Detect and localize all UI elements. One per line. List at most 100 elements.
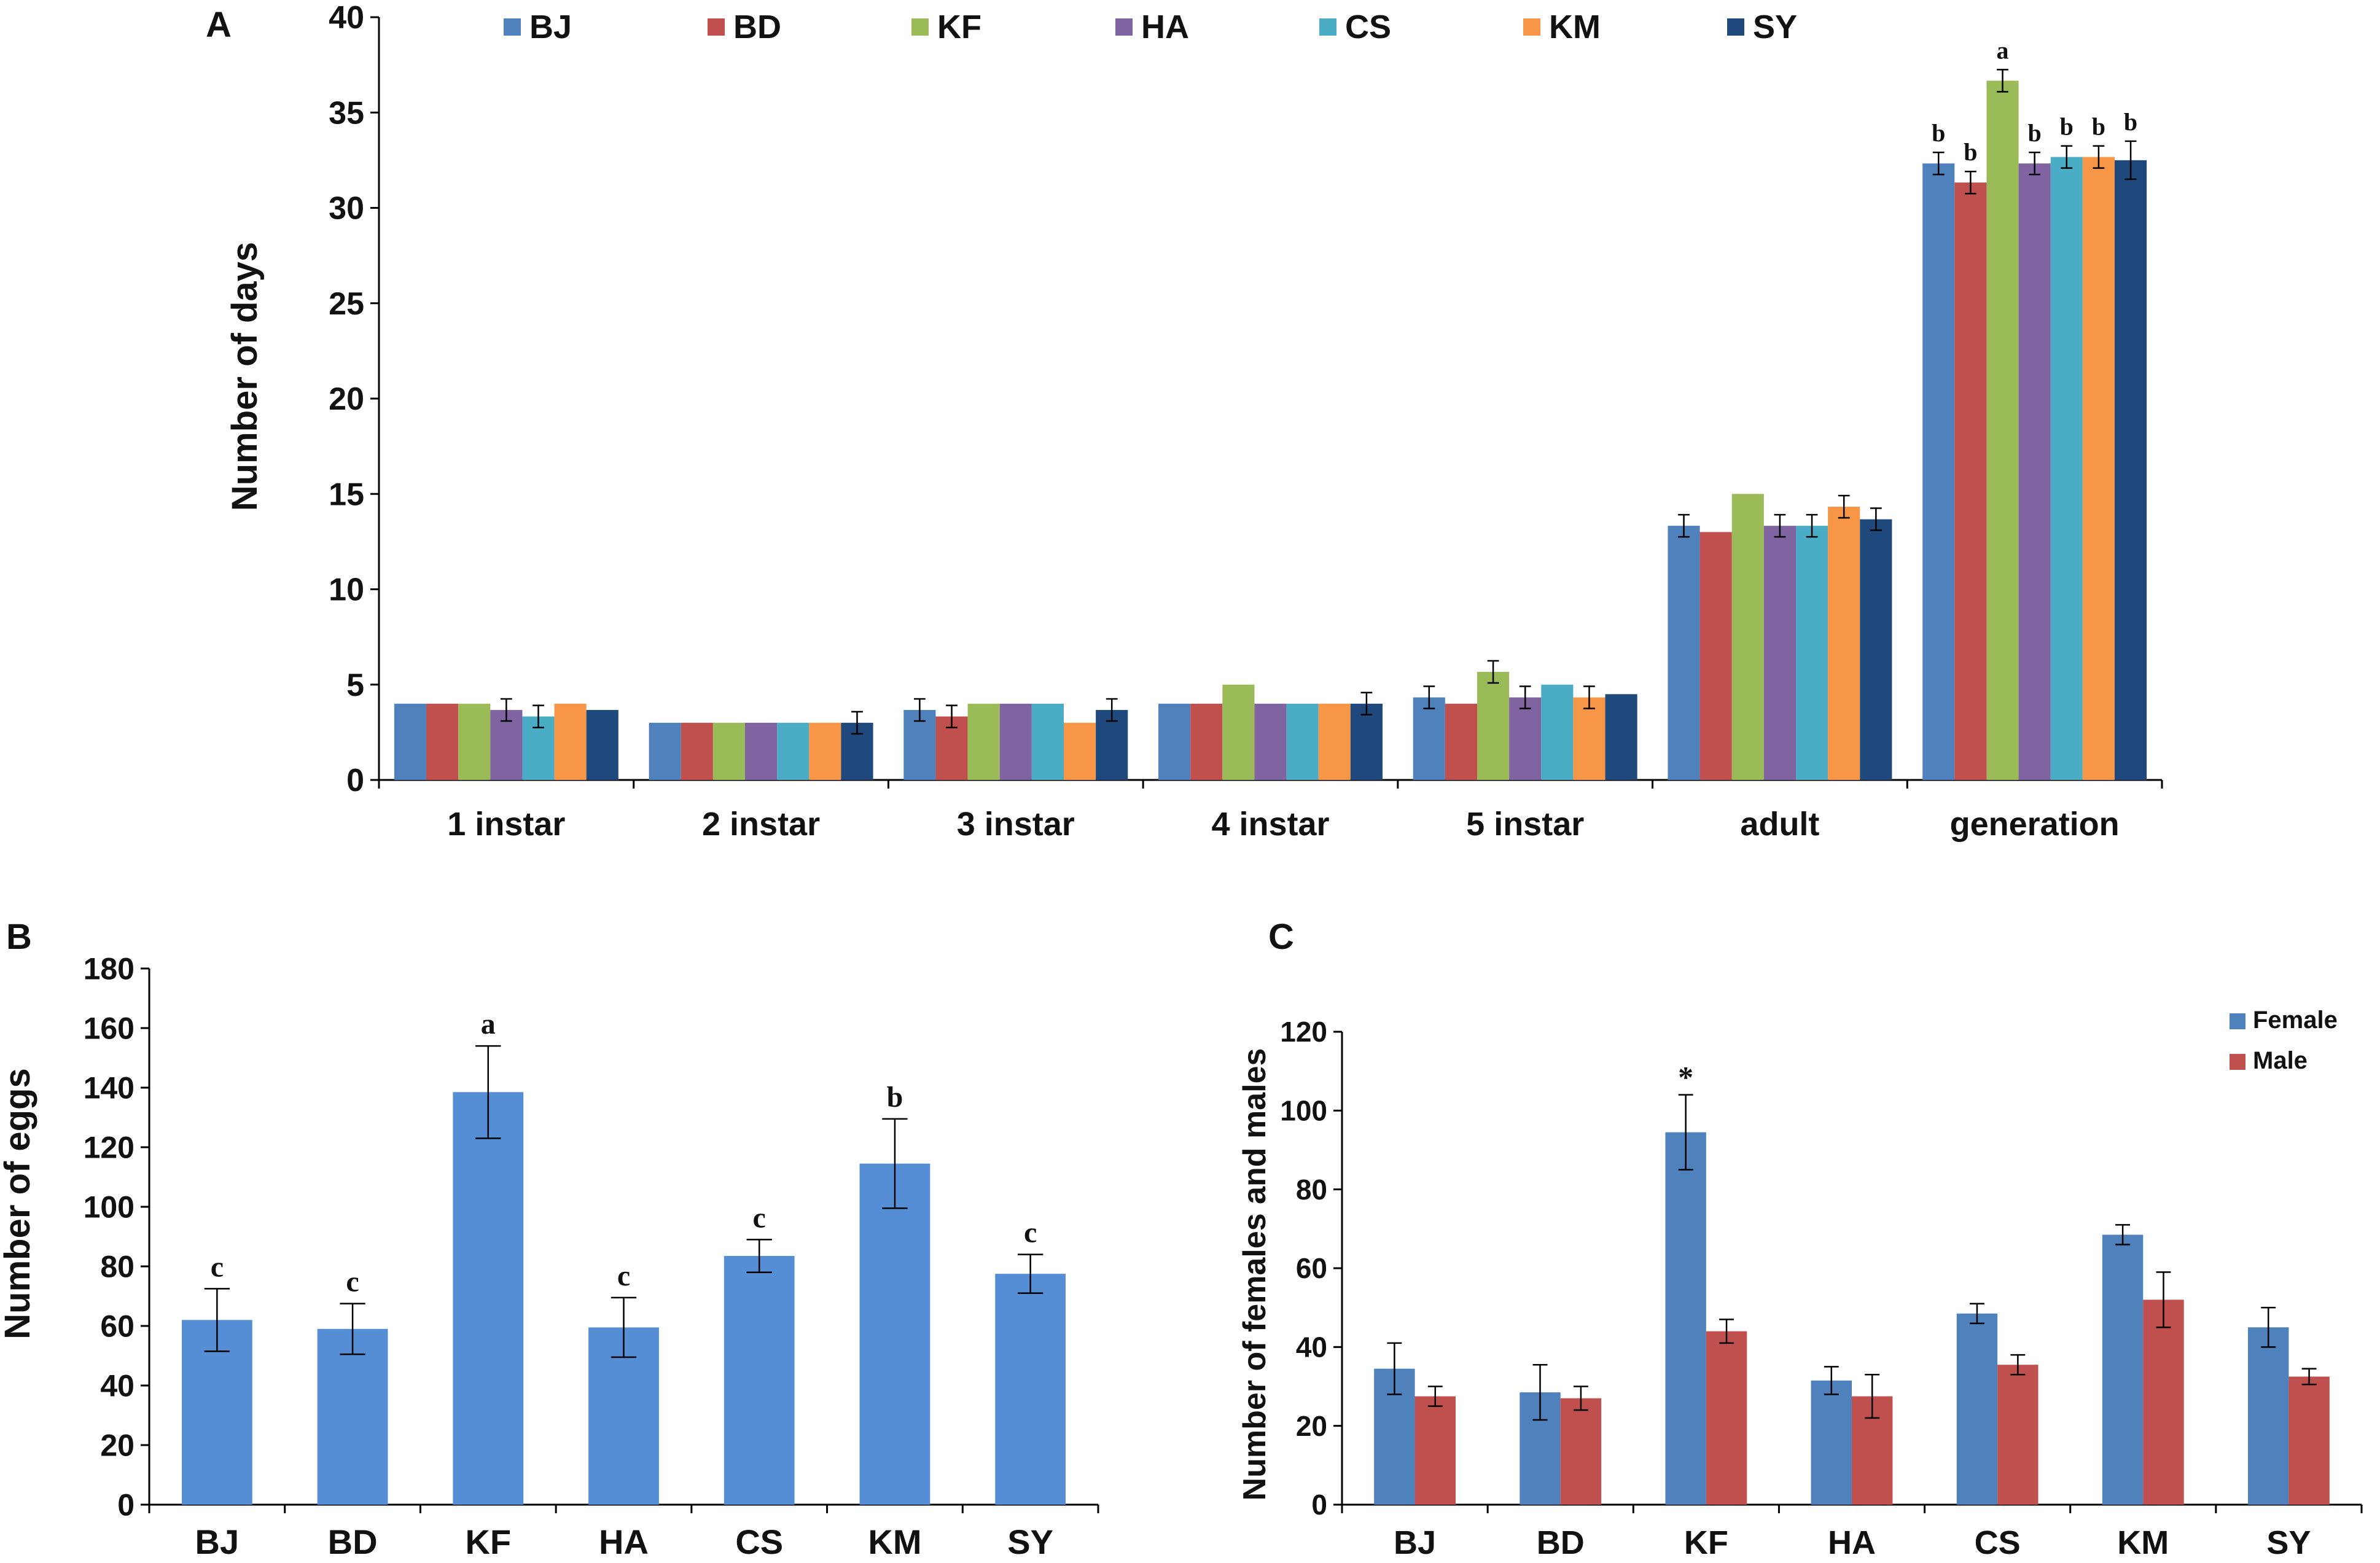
panel-a-bar-ha-adult [1763,526,1796,780]
panel-a-bar-ha-3-instar [999,703,1032,780]
panel-c-bar-female-km [2102,1234,2144,1505]
panel-a-bar-bd-2-instar [681,722,713,780]
panel-c-plot: 0 20 40 60 80 100 120 BJ BD KF HA CS KM SY * Female Male [1280,1007,2363,1561]
panel-b-significance-letter: c [617,1260,630,1292]
panel-b-x-category-label: KM [868,1522,921,1561]
panel-a-bar-ha-generation [2018,163,2051,780]
panel-a-bar-sy-5-instar [1605,694,1637,780]
panel-a-bar-km-5-instar [1573,697,1606,780]
panel-a-x-category-label: 3 instar [957,806,1075,843]
panel-c-x-category-label: SY [2266,1524,2311,1561]
panel-a-x-category-label: 1 instar [447,806,565,843]
panel-a-bar-bd-1-instar [426,703,459,780]
panel-b-bar-eggs-bd [317,1328,388,1505]
panel-a-x-category-label: 2 instar [702,806,820,843]
panel-b-y-tick-label: 180 [84,952,135,986]
panel-a-bar-cs-4-instar [1286,703,1319,780]
panel-a-x-category-label: 5 instar [1466,806,1584,843]
panel-a-y-tick-label: 35 [329,95,364,131]
panel-a-bar-km-4-instar [1318,703,1351,780]
panel-a-bar-bj-1-instar [394,703,427,780]
panel-c-bar-male-km [2143,1300,2184,1505]
panel-a-significance-letter: b [2124,108,2137,136]
panel-a-bar-sy-1-instar [586,710,618,780]
panel-a-bar-km-3-instar [1063,722,1096,780]
panel-a-bar-ha-5-instar [1509,697,1542,780]
panel-a-legend-swatch-sy [1727,18,1744,36]
panel-b-x-category-label: HA [599,1522,649,1561]
panel-b-significance-letter: b [887,1081,903,1113]
panel-c-bar-male-bd [1560,1398,1602,1505]
panel-c-x-category-label: KM [2117,1524,2169,1561]
panel-c-y-tick-label: 20 [1296,1410,1327,1442]
panel-a-x-category-label: generation [1950,806,2120,843]
panel-a-legend-swatch-ha [1115,18,1133,36]
panel-b-y-tick-label: 20 [100,1429,135,1463]
panel-a-significance-letter: b [2028,119,2042,147]
panel-b-y-tick-label: 100 [84,1190,135,1225]
panel-b-significance-letter: c [211,1250,224,1283]
panel-c-legend-label-female: Female [2253,1007,2338,1034]
panel-a-bar-bj-4-instar [1158,703,1191,780]
panel-a-bar-km-generation [2082,157,2115,780]
panel-a-y-tick-label: 5 [346,668,364,703]
panel-b-y-axis-title: Number of eggs [0,1068,37,1339]
panel-a-bar-bj-generation [1922,163,1955,780]
panel-a-letter: A [206,5,232,45]
panel-b-y-tick-label: 60 [100,1309,135,1344]
panel-a-legend-label-bj: BJ [529,9,572,45]
panel-b-plot: 0 20 40 60 80 100 120 140 160 180 BJ BD KF HA CS KM SY c c… [84,952,1099,1561]
panel-a-bar-km-adult [1828,507,1860,780]
panel-a-legend-swatch-cs [1319,18,1336,36]
panel-a-bar-kf-5-instar [1477,671,1510,780]
panel-a-bar-bd-5-instar [1445,703,1478,780]
panel-a-legend-swatch-bd [708,18,725,36]
panel-c-bar-female-kf [1665,1132,1706,1505]
panel-b-bar-eggs-km [859,1163,931,1505]
panel-c-y-tick-label: 0 [1311,1489,1327,1521]
panel-b-significance-letter: a [481,1008,496,1040]
panel-a-bar-sy-generation [2114,160,2147,780]
panel-c-legend-swatch-female [2230,1013,2245,1029]
panel-c-significance-asterisk: * [1678,1060,1693,1094]
panel-a-bar-bj-adult [1668,526,1700,780]
panel-a-legend-label-km: KM [1549,9,1601,45]
panel-a-y-axis-title: Number of days [225,242,265,511]
panel-c-bar-male-cs [1997,1365,2039,1505]
panel-a-bar-cs-3-instar [1031,703,1064,780]
panel-a-y-tick-label: 40 [329,0,364,36]
panel-c-y-tick-label: 40 [1296,1331,1327,1363]
panel-a-bar-bd-adult [1699,532,1732,780]
panel-a-bar-kf-1-instar [458,703,491,780]
panel-c-y-axis-title: Number of females and males [1237,1048,1273,1501]
panel-a-y-tick-label: 20 [329,381,364,417]
panel-a-legend-swatch-km [1523,18,1540,36]
panel-a-significance-letter: b [2092,113,2105,141]
panel-a-bar-cs-adult [1795,526,1828,780]
panel-a-significance-letter: a [1997,36,2009,64]
panel-c-x-category-label: BD [1537,1524,1585,1561]
panel-b-y-tick-label: 120 [84,1131,135,1165]
panel-c-y-tick-label: 100 [1280,1094,1327,1126]
panel-a-legend-swatch-kf [911,18,929,36]
panel-a-bar-cs-generation [2050,157,2083,780]
panel-a-y-tick-label: 30 [329,191,364,227]
panel-b-y-tick-label: 0 [117,1488,135,1522]
panel-a-plot: 0 5 10 15 20 25 30 35 40 1 instar 2 instar 3 instar… [329,0,2163,843]
panel-a-bar-bd-generation [1954,182,1987,780]
panel-a-bar-km-1-instar [554,703,587,780]
panel-a-bar-bd-4-instar [1190,703,1223,780]
panel-a-y-tick-label: 10 [329,572,364,608]
panel-b-bar-eggs-sy [995,1274,1066,1505]
panel-a-legend-swatch-bj [504,18,521,36]
panel-c-legend-swatch-male [2230,1054,2245,1070]
panel-c-bar-female-sy [2248,1327,2289,1505]
panel-a-significance-letter: b [2060,113,2074,141]
panel-a-x-category-label: adult [1740,806,1819,843]
panel-c-bar-male-sy [2288,1376,2330,1505]
panel-c-x-category-label: CS [1975,1524,2021,1561]
panel-a-y-tick-label: 25 [329,286,364,322]
panel-a-bar-bj-5-instar [1413,697,1445,780]
panel-b-significance-letter: c [1024,1217,1037,1249]
panel-a-significance-letter: b [1964,138,1977,166]
